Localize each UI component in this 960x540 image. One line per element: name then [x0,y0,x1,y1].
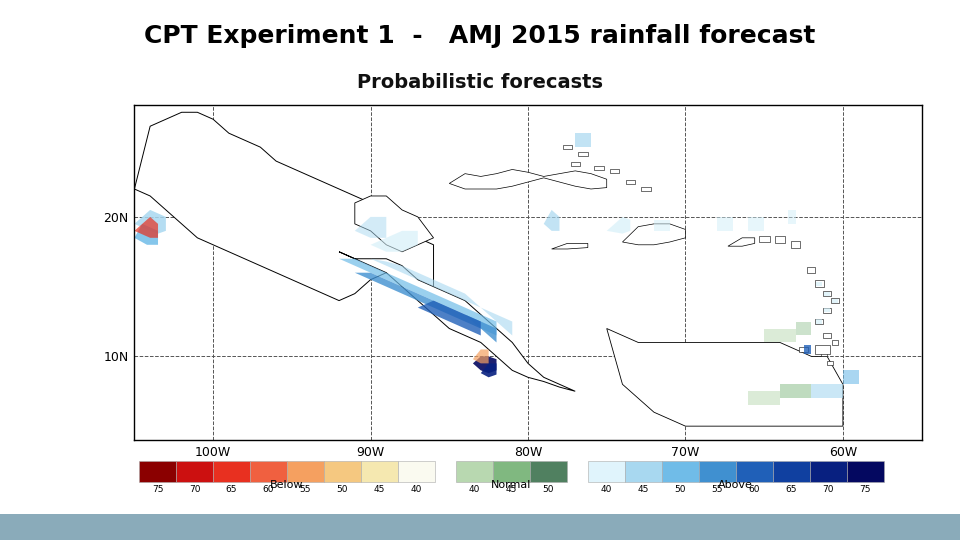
Polygon shape [799,347,808,352]
Polygon shape [418,301,481,335]
Polygon shape [843,370,858,384]
Text: 55: 55 [711,485,723,494]
Text: 50: 50 [542,485,554,494]
Polygon shape [749,217,764,231]
Text: 55: 55 [300,485,311,494]
Text: 40: 40 [468,485,480,494]
Text: 60: 60 [749,485,760,494]
Polygon shape [134,210,166,234]
Text: 40: 40 [601,485,612,494]
Polygon shape [339,252,513,335]
Polygon shape [570,162,580,166]
Polygon shape [641,187,651,191]
Polygon shape [610,169,619,173]
Polygon shape [764,328,796,342]
Polygon shape [654,220,670,231]
Polygon shape [821,352,828,356]
Text: 65: 65 [226,485,237,494]
Polygon shape [728,238,755,246]
Polygon shape [824,308,830,313]
Text: 45: 45 [637,485,649,494]
Polygon shape [355,217,386,238]
Polygon shape [575,133,591,147]
Polygon shape [832,299,838,303]
Polygon shape [807,267,815,273]
Text: 75: 75 [859,485,871,494]
Text: 60: 60 [263,485,275,494]
Polygon shape [814,345,830,354]
Polygon shape [473,356,496,373]
Polygon shape [339,252,575,392]
Polygon shape [796,321,811,335]
Polygon shape [371,231,418,252]
Polygon shape [824,292,830,296]
Polygon shape [339,259,496,335]
Polygon shape [758,237,770,242]
Polygon shape [815,319,824,325]
Polygon shape [449,170,607,189]
Polygon shape [831,298,839,303]
Text: 40: 40 [411,485,422,494]
Polygon shape [607,328,843,426]
Polygon shape [622,224,685,245]
Polygon shape [355,273,496,342]
Polygon shape [824,291,831,296]
Polygon shape [594,166,604,170]
Polygon shape [824,308,831,313]
Text: 70: 70 [189,485,201,494]
Polygon shape [543,210,560,231]
Polygon shape [780,384,811,399]
Polygon shape [832,340,838,345]
Text: 50: 50 [337,485,348,494]
Polygon shape [814,280,824,287]
Text: Above: Above [718,480,754,490]
Polygon shape [552,244,588,249]
Text: 65: 65 [785,485,797,494]
Polygon shape [626,180,636,184]
Polygon shape [578,152,588,156]
Text: 75: 75 [152,485,163,494]
Polygon shape [791,241,801,248]
Text: Probabilistic forecasts: Probabilistic forecasts [357,73,603,92]
Polygon shape [824,333,831,338]
Polygon shape [473,349,489,363]
Polygon shape [816,282,823,286]
Text: 70: 70 [823,485,834,494]
Polygon shape [563,145,572,149]
Polygon shape [607,217,631,234]
Text: 50: 50 [675,485,686,494]
Polygon shape [355,196,434,252]
Polygon shape [134,217,158,238]
Text: CPT Experiment 1  -   AMJ 2015 rainfall forecast: CPT Experiment 1 - AMJ 2015 rainfall for… [144,24,816,48]
Text: Below: Below [271,480,303,490]
Polygon shape [717,217,732,231]
Text: 45: 45 [373,485,385,494]
Polygon shape [134,224,158,245]
Polygon shape [749,392,780,405]
Text: Normal: Normal [492,480,532,490]
Polygon shape [828,361,833,366]
Polygon shape [811,384,843,399]
Polygon shape [481,363,496,377]
Polygon shape [134,112,434,301]
Text: 45: 45 [506,485,517,494]
Polygon shape [816,320,823,323]
Polygon shape [775,236,784,242]
Polygon shape [804,345,811,354]
Polygon shape [788,210,796,224]
